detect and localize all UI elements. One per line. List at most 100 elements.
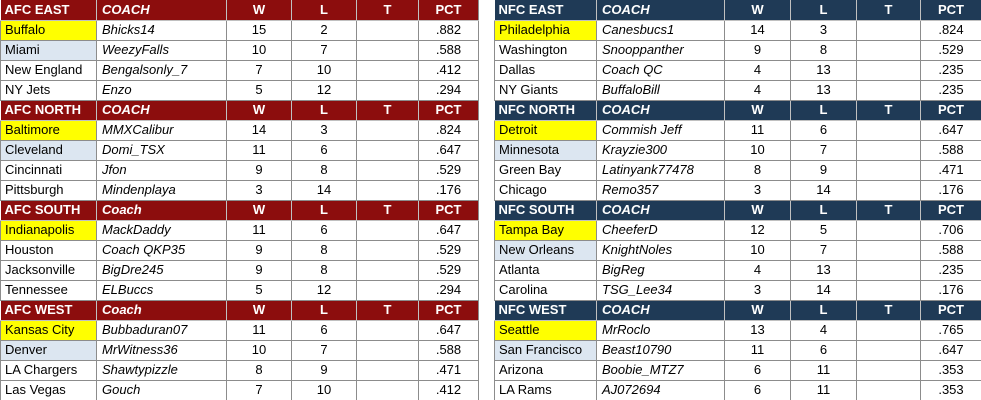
team-cell[interactable]: Cincinnati (0, 159, 97, 181)
ties-cell[interactable] (356, 179, 419, 201)
pct-cell[interactable]: .176 (920, 179, 981, 201)
pct-cell[interactable]: .706 (920, 219, 981, 241)
wins-cell[interactable]: 10 (724, 139, 791, 161)
wins-cell[interactable]: 4 (724, 59, 791, 81)
pct-cell[interactable]: .529 (418, 239, 479, 261)
pct-header-cell[interactable]: PCT (418, 0, 479, 21)
ties-cell[interactable] (356, 379, 419, 400)
team-cell[interactable]: Arizona (494, 359, 597, 381)
coach-cell[interactable]: Enzo (96, 79, 227, 101)
losses-header-cell[interactable]: L (291, 200, 357, 221)
coach-cell[interactable]: MrWitness36 (96, 339, 227, 361)
pct-cell[interactable]: .588 (920, 239, 981, 261)
coach-cell[interactable]: Shawtypizzle (96, 359, 227, 381)
pct-cell[interactable]: .529 (418, 159, 479, 181)
ties-cell[interactable] (356, 259, 419, 281)
losses-header-cell[interactable]: L (790, 200, 857, 221)
team-cell[interactable]: Baltimore (0, 119, 97, 141)
losses-cell[interactable]: 8 (291, 239, 357, 261)
ties-cell[interactable] (856, 279, 921, 301)
wins-cell[interactable]: 3 (724, 279, 791, 301)
coach-header-cell[interactable]: COACH (96, 100, 227, 121)
team-cell[interactable]: Washington (494, 39, 597, 61)
losses-cell[interactable]: 8 (790, 39, 857, 61)
wins-cell[interactable]: 15 (226, 19, 292, 41)
pct-cell[interactable]: .647 (920, 339, 981, 361)
wins-cell[interactable]: 5 (226, 279, 292, 301)
losses-header-cell[interactable]: L (790, 300, 857, 321)
team-cell[interactable]: Miami (0, 39, 97, 61)
division-title-cell[interactable]: AFC NORTH (0, 100, 97, 121)
team-cell[interactable]: Seattle (494, 319, 597, 341)
losses-cell[interactable]: 3 (291, 119, 357, 141)
losses-header-cell[interactable]: L (291, 0, 357, 21)
coach-cell[interactable]: KnightNoles (596, 239, 725, 261)
losses-cell[interactable]: 10 (291, 59, 357, 81)
division-title-cell[interactable]: AFC WEST (0, 300, 97, 321)
wins-cell[interactable]: 10 (724, 239, 791, 261)
ties-cell[interactable] (856, 219, 921, 241)
coach-cell[interactable]: Gouch (96, 379, 227, 400)
ties-cell[interactable] (356, 359, 419, 381)
ties-cell[interactable] (856, 359, 921, 381)
coach-header-cell[interactable]: Coach (96, 300, 227, 321)
wins-header-cell[interactable]: W (724, 200, 791, 221)
wins-cell[interactable]: 14 (226, 119, 292, 141)
pct-cell[interactable]: .412 (418, 59, 479, 81)
team-cell[interactable]: San Francisco (494, 339, 597, 361)
coach-cell[interactable]: Mindenplaya (96, 179, 227, 201)
pct-cell[interactable]: .824 (920, 19, 981, 41)
wins-cell[interactable]: 8 (724, 159, 791, 181)
wins-header-cell[interactable]: W (724, 300, 791, 321)
pct-cell[interactable]: .529 (418, 259, 479, 281)
pct-cell[interactable]: .647 (920, 119, 981, 141)
losses-header-cell[interactable]: L (291, 100, 357, 121)
losses-header-cell[interactable]: L (790, 100, 857, 121)
coach-cell[interactable]: Jfon (96, 159, 227, 181)
pct-header-cell[interactable]: PCT (920, 300, 981, 321)
pct-cell[interactable]: .353 (920, 379, 981, 400)
division-title-cell[interactable]: NFC SOUTH (494, 200, 597, 221)
coach-cell[interactable]: Snooppanther (596, 39, 725, 61)
pct-cell[interactable]: .294 (418, 279, 479, 301)
losses-cell[interactable]: 13 (790, 259, 857, 281)
losses-cell[interactable]: 10 (291, 379, 357, 400)
losses-cell[interactable]: 3 (790, 19, 857, 41)
losses-cell[interactable]: 7 (291, 39, 357, 61)
team-cell[interactable]: New Orleans (494, 239, 597, 261)
coach-cell[interactable]: Commish Jeff (596, 119, 725, 141)
team-cell[interactable]: Minnesota (494, 139, 597, 161)
pct-cell[interactable]: .647 (418, 219, 479, 241)
ties-cell[interactable] (856, 39, 921, 61)
team-cell[interactable]: Houston (0, 239, 97, 261)
pct-cell[interactable]: .529 (920, 39, 981, 61)
losses-cell[interactable]: 14 (790, 279, 857, 301)
pct-cell[interactable]: .353 (920, 359, 981, 381)
losses-cell[interactable]: 11 (790, 359, 857, 381)
pct-cell[interactable]: .294 (418, 79, 479, 101)
wins-cell[interactable]: 9 (226, 239, 292, 261)
pct-cell[interactable]: .235 (920, 59, 981, 81)
coach-cell[interactable]: Coach QKP35 (96, 239, 227, 261)
team-cell[interactable]: New England (0, 59, 97, 81)
coach-cell[interactable]: MackDaddy (96, 219, 227, 241)
losses-cell[interactable]: 13 (790, 59, 857, 81)
wins-header-cell[interactable]: W (226, 0, 292, 21)
pct-cell[interactable]: .176 (418, 179, 479, 201)
pct-cell[interactable]: .471 (418, 359, 479, 381)
wins-cell[interactable]: 14 (724, 19, 791, 41)
team-cell[interactable]: LA Rams (494, 379, 597, 400)
ties-cell[interactable] (856, 119, 921, 141)
coach-cell[interactable]: Domi_TSX (96, 139, 227, 161)
ties-cell[interactable] (856, 379, 921, 400)
losses-cell[interactable]: 9 (790, 159, 857, 181)
coach-cell[interactable]: Beast10790 (596, 339, 725, 361)
wins-header-cell[interactable]: W (226, 300, 292, 321)
losses-cell[interactable]: 13 (790, 79, 857, 101)
pct-cell[interactable]: .647 (418, 319, 479, 341)
losses-cell[interactable]: 6 (790, 339, 857, 361)
team-cell[interactable]: Tampa Bay (494, 219, 597, 241)
coach-header-cell[interactable]: COACH (596, 0, 725, 21)
ties-cell[interactable] (856, 19, 921, 41)
coach-cell[interactable]: CheeferD (596, 219, 725, 241)
